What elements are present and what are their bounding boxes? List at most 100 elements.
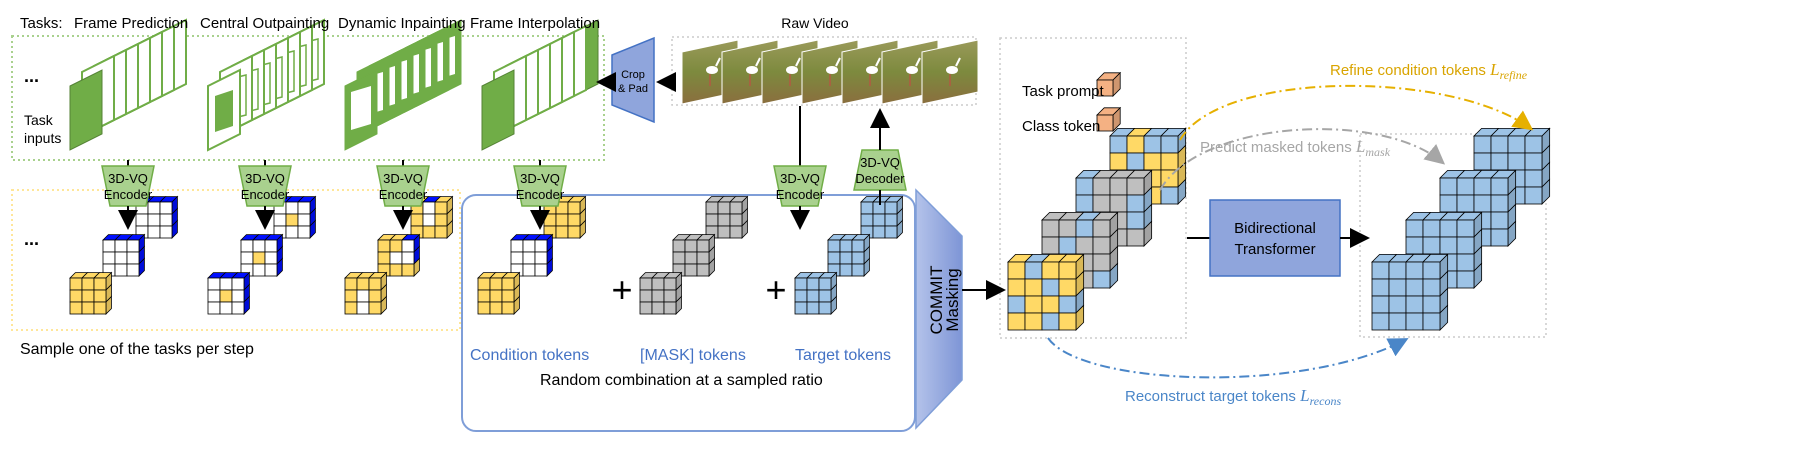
token bbox=[102, 239, 116, 253]
stork-neck bbox=[915, 57, 921, 67]
token bbox=[368, 301, 382, 315]
stork-neck bbox=[795, 57, 801, 67]
token bbox=[1007, 278, 1026, 297]
token bbox=[93, 289, 107, 303]
task-inputs-label-1: Task bbox=[24, 112, 54, 128]
token bbox=[489, 289, 503, 303]
token bbox=[1109, 194, 1128, 213]
raw-video-box bbox=[671, 36, 977, 106]
token bbox=[534, 239, 548, 253]
task-central-outpainting: Central Outpainting bbox=[200, 15, 329, 32]
token bbox=[1490, 152, 1509, 171]
token bbox=[207, 289, 221, 303]
token bbox=[510, 251, 524, 265]
token bbox=[860, 201, 874, 215]
token bbox=[1524, 186, 1543, 205]
token bbox=[1058, 295, 1077, 314]
token bbox=[69, 289, 83, 303]
stork-body bbox=[746, 66, 758, 74]
encoder-4 bbox=[513, 165, 567, 207]
token bbox=[231, 301, 245, 315]
token bbox=[1075, 194, 1094, 213]
frame-solid bbox=[69, 69, 103, 151]
token bbox=[93, 277, 107, 291]
token bbox=[356, 289, 370, 303]
token bbox=[1041, 219, 1060, 238]
token bbox=[477, 277, 491, 291]
token bbox=[1126, 194, 1145, 213]
encoder-2-label-1: 3D-VQ bbox=[245, 171, 285, 186]
stork-neck bbox=[875, 57, 881, 67]
encoder-3 bbox=[376, 165, 430, 207]
token bbox=[1388, 261, 1407, 280]
token bbox=[81, 277, 95, 291]
token bbox=[219, 301, 233, 315]
token bbox=[264, 251, 278, 265]
video-decoder-label-1: 3D-VQ bbox=[860, 155, 900, 170]
token bbox=[806, 289, 820, 303]
stork-body bbox=[866, 66, 878, 74]
token bbox=[1024, 312, 1043, 331]
token bbox=[663, 277, 677, 291]
video-decoder-label-2: Decoder bbox=[855, 171, 905, 186]
ellipsis-top: ... bbox=[24, 66, 39, 86]
mask-label: Predict masked tokens Lmask bbox=[1200, 137, 1391, 159]
token bbox=[639, 289, 653, 303]
token bbox=[368, 289, 382, 303]
token bbox=[252, 263, 266, 277]
task-frame-prediction: Frame Prediction bbox=[74, 15, 188, 32]
token bbox=[705, 201, 719, 215]
token bbox=[851, 263, 865, 277]
token bbox=[489, 277, 503, 291]
token bbox=[1109, 135, 1128, 154]
crop-pad-label-1: Crop bbox=[621, 69, 645, 81]
token bbox=[1422, 219, 1441, 238]
class-token-cube bbox=[1096, 106, 1122, 132]
sample-text: Sample one of the tasks per step bbox=[20, 341, 254, 358]
token bbox=[422, 201, 436, 215]
token bbox=[477, 289, 491, 303]
token bbox=[1456, 219, 1475, 238]
token bbox=[1126, 177, 1145, 196]
token bbox=[252, 251, 266, 265]
token bbox=[81, 301, 95, 315]
mask-tokens-label: [MASK] tokens bbox=[640, 347, 746, 364]
token bbox=[1456, 194, 1475, 213]
token bbox=[651, 301, 665, 315]
token bbox=[1405, 278, 1424, 297]
token bbox=[672, 251, 686, 265]
token bbox=[567, 201, 581, 215]
token bbox=[1041, 312, 1060, 331]
token bbox=[717, 213, 731, 227]
token bbox=[522, 239, 536, 253]
encoder-1 bbox=[101, 165, 155, 207]
mask-tokens-block-3 bbox=[705, 195, 749, 239]
token bbox=[159, 225, 173, 239]
token bbox=[651, 289, 665, 303]
token bbox=[297, 225, 311, 239]
token bbox=[567, 213, 581, 227]
plus-sign-2: + bbox=[765, 269, 786, 310]
token bbox=[219, 289, 233, 303]
token bbox=[534, 263, 548, 277]
token bbox=[1371, 278, 1390, 297]
transformer-label-2: Transformer bbox=[1234, 241, 1315, 258]
encoder-3-label-1: 3D-VQ bbox=[383, 171, 423, 186]
token bbox=[1096, 114, 1114, 132]
token bbox=[1075, 236, 1094, 255]
token bbox=[794, 301, 808, 315]
target-tokens-block-2 bbox=[827, 233, 871, 277]
token bbox=[1075, 177, 1094, 196]
raw-video-label: Raw Video bbox=[781, 15, 849, 31]
token bbox=[684, 263, 698, 277]
token bbox=[1058, 278, 1077, 297]
token bbox=[839, 263, 853, 277]
token bbox=[114, 251, 128, 265]
token bbox=[344, 301, 358, 315]
stork-neck bbox=[835, 57, 841, 67]
token bbox=[126, 263, 140, 277]
token bbox=[1456, 270, 1475, 289]
token bbox=[818, 289, 832, 303]
recons-arrow bbox=[1047, 337, 1409, 379]
token bbox=[696, 251, 710, 265]
